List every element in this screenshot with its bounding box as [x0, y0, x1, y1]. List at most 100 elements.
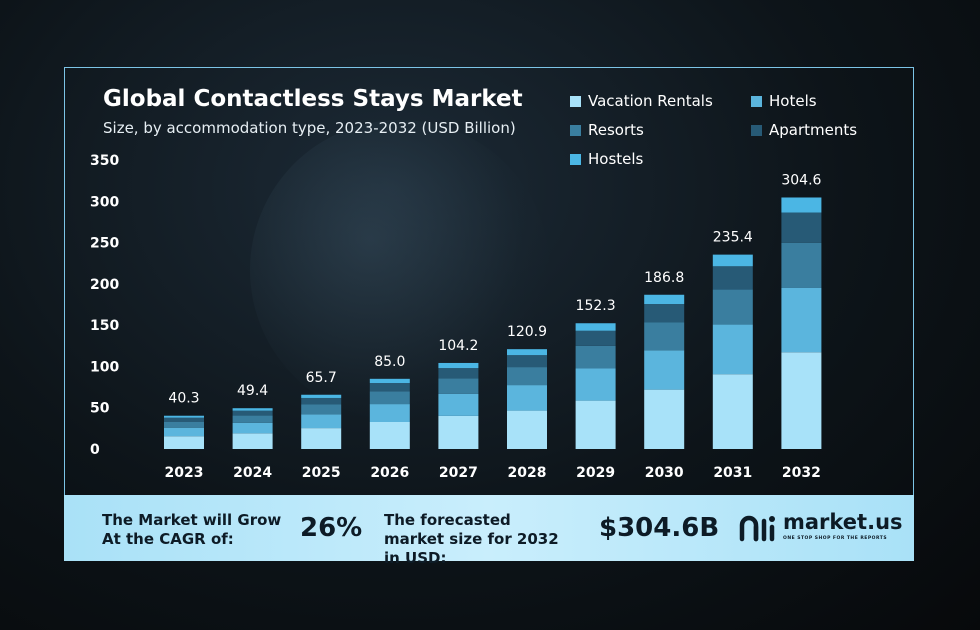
chart-subtitle: Size, by accommodation type, 2023-2032 (… [103, 119, 516, 137]
bar-total-label: 104.2 [438, 338, 478, 354]
summary-banner: The Market will Grow At the CAGR of: 26%… [64, 495, 914, 567]
forecast-value: $304.6B [599, 513, 720, 543]
bar-segment [575, 323, 616, 331]
legend-label-apartments: Apartments [769, 121, 858, 139]
x-tick-label: 2025 [302, 465, 341, 481]
bar-segment [438, 378, 479, 394]
bar-segment [712, 289, 753, 325]
y-tick-label: 150 [90, 318, 119, 334]
bar-segment [301, 414, 342, 429]
bar-segment [232, 408, 273, 411]
market-us-logo-tagline: ONE STOP SHOP FOR THE REPORTS [783, 536, 888, 541]
bar-segment [644, 322, 685, 351]
bar-total-label: 152.3 [576, 298, 616, 314]
y-tick-label: 350 [90, 153, 119, 169]
market-us-logo-icon [739, 515, 775, 542]
bar-segment [575, 400, 616, 449]
legend-item-resorts: Resorts [570, 121, 644, 139]
bar-segment [507, 385, 547, 411]
bar-segment [712, 374, 753, 449]
legend-item-hostels: Hostels [570, 150, 643, 168]
bar-segment [507, 355, 547, 368]
bar-segment [164, 417, 204, 422]
legend-label-hotels: Hotels [769, 92, 817, 110]
bar-total-label: 120.9 [507, 324, 547, 340]
legend-label-vacation-rentals: Vacation Rentals [588, 92, 713, 110]
bar-segment [301, 404, 342, 415]
bar-total-label: 40.3 [168, 391, 199, 407]
bar-segment [781, 212, 822, 243]
x-tick-label: 2023 [165, 465, 204, 481]
legend-swatch-vacation-rentals [570, 95, 581, 107]
bar-segment [644, 389, 685, 449]
bar-segment [507, 410, 547, 449]
legend-swatch-hotels [751, 95, 762, 107]
x-tick-label: 2030 [645, 465, 684, 481]
bar-segment [712, 266, 753, 290]
bar-segment [438, 362, 479, 369]
bar-segment [712, 324, 753, 375]
y-tick-label: 0 [90, 442, 100, 458]
bar-segment [164, 436, 204, 449]
y-tick-label: 250 [90, 236, 119, 252]
bar-segment [438, 368, 479, 379]
bar-segment [164, 427, 204, 437]
y-tick-label: 100 [90, 359, 119, 375]
bar-segment [507, 349, 547, 356]
x-tick-label: 2026 [370, 465, 409, 481]
bar-segment [438, 393, 479, 416]
bar-segment [575, 330, 616, 346]
bar-segment [712, 254, 753, 267]
bar-segment [301, 428, 342, 449]
bar-segment [575, 368, 616, 401]
market-us-logo-text: market.us [783, 510, 903, 534]
bar-total-label: 49.4 [237, 383, 268, 399]
legend-label-hostels: Hostels [588, 150, 644, 168]
bar-segment [369, 383, 410, 392]
x-tick-label: 2028 [508, 465, 547, 481]
x-tick-label: 2032 [782, 465, 821, 481]
forecast-label: The forecasted market size for 2032 in U… [384, 511, 559, 567]
bar-segment [232, 422, 273, 434]
legend-swatch-apartments [751, 124, 762, 136]
globe-background [250, 120, 550, 420]
bar-total-label: 186.8 [644, 270, 684, 286]
y-tick-label: 300 [90, 194, 119, 210]
cagr-label: The Market will Grow At the CAGR of: [102, 511, 282, 548]
bar-segment [781, 197, 822, 213]
y-tick-label: 200 [90, 277, 119, 293]
bar-segment [369, 404, 410, 422]
bar-segment [781, 242, 822, 288]
legend-swatch-hostels [570, 153, 581, 165]
bar-segment [232, 433, 273, 449]
bar-segment [781, 287, 822, 353]
bar-segment [438, 415, 479, 449]
legend-item-apartments: Apartments [751, 121, 857, 139]
bar-segment [232, 410, 273, 416]
bar-segment [369, 391, 410, 405]
bar-segment [644, 304, 685, 323]
legend-label-resorts: Resorts [588, 121, 644, 139]
x-tick-label: 2029 [576, 465, 615, 481]
x-tick-label: 2027 [439, 465, 478, 481]
cagr-value: 26% [300, 513, 363, 543]
legend-swatch-resorts [570, 124, 581, 136]
bar-total-label: 235.4 [713, 230, 753, 246]
chart-frame [64, 67, 914, 495]
bar-segment [301, 394, 342, 398]
bar-segment [301, 397, 342, 405]
y-tick-label: 50 [90, 401, 110, 417]
legend-item-vacation-rentals: Vacation Rentals [570, 92, 713, 110]
legend-item-hotels: Hotels [751, 92, 817, 110]
bar-total-label: 85.0 [374, 354, 405, 370]
bar-total-label: 304.6 [781, 172, 821, 188]
chart-title: Global Contactless Stays Market [103, 86, 523, 112]
bar-segment [232, 415, 273, 423]
bar-segment [644, 294, 685, 305]
bar-total-label: 65.7 [306, 370, 337, 386]
bar-segment [644, 350, 685, 390]
x-tick-label: 2031 [713, 465, 752, 481]
bar-segment [575, 345, 616, 369]
bar-segment [369, 421, 410, 449]
